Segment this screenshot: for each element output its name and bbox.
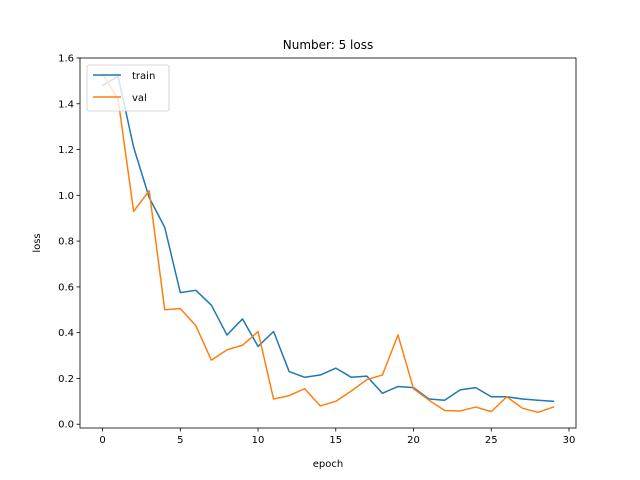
- ticks-layer: 0 5 10 15 20 25 30 0.0 0.2 0.4 0.6 0.8 1.0 1.2 1.4 1.6: [58, 54, 575, 447]
- y-tick-label: 0.4: [58, 328, 74, 339]
- x-tick-label: 20: [407, 435, 420, 446]
- legend-box: [86, 64, 170, 112]
- legend-label-train: train: [132, 71, 155, 82]
- y-tick-label: 0.8: [58, 237, 74, 248]
- x-tick-label: 10: [252, 435, 265, 446]
- x-axis-label: epoch: [313, 459, 343, 470]
- x-tick-label: 15: [329, 435, 342, 446]
- series-line-train: [101, 75, 555, 403]
- y-tick-label: 0.6: [58, 282, 74, 293]
- x-tick-label: 25: [485, 435, 498, 446]
- x-tick-label: 0: [99, 435, 105, 446]
- y-tick-label: 1.2: [58, 145, 74, 156]
- y-tick-label: 1.4: [58, 99, 74, 110]
- x-tick-label: 30: [563, 435, 576, 446]
- y-tick-label: 1.0: [58, 191, 74, 202]
- x-tick-label: 5: [177, 435, 183, 446]
- plot-frame: [79, 57, 577, 429]
- legend-label-val: val: [132, 93, 147, 104]
- series-line-val: [101, 72, 555, 414]
- y-tick-label: 0.0: [58, 420, 74, 431]
- chart-title: Number: 5 loss: [283, 38, 373, 52]
- legend: train val: [86, 64, 170, 112]
- y-tick-label: 0.2: [58, 374, 74, 385]
- y-tick-label: 1.6: [58, 54, 74, 65]
- series-layer: [101, 72, 555, 414]
- y-axis-label: loss: [32, 233, 43, 252]
